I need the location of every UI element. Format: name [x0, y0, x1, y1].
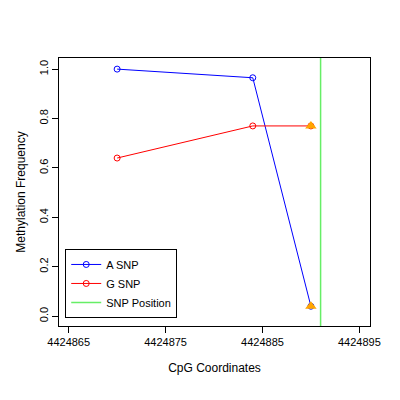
svg-text:0.8: 0.8	[38, 109, 50, 124]
svg-text:4424895: 4424895	[338, 336, 381, 348]
svg-text:1.0: 1.0	[38, 60, 50, 75]
svg-text:0.2: 0.2	[38, 257, 50, 272]
svg-text:0.6: 0.6	[38, 159, 50, 174]
svg-text:0.4: 0.4	[38, 208, 50, 223]
svg-text:0.0: 0.0	[38, 307, 50, 322]
svg-text:4424865: 4424865	[47, 336, 90, 348]
svg-text:4424875: 4424875	[144, 336, 187, 348]
svg-text:CpG Coordinates: CpG Coordinates	[168, 361, 261, 375]
svg-text:4424885: 4424885	[241, 336, 284, 348]
svg-text:SNP Position: SNP Position	[106, 297, 171, 309]
svg-text:Methylation Frequency: Methylation Frequency	[14, 131, 28, 252]
svg-text:A SNP: A SNP	[106, 259, 138, 271]
svg-text:G SNP: G SNP	[106, 278, 140, 290]
